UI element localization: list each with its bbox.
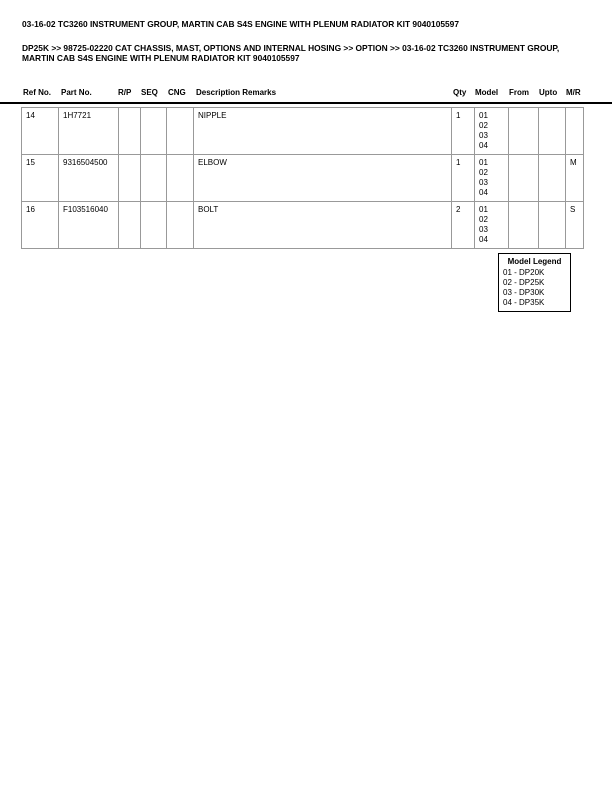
cell-cng: [166, 107, 194, 155]
col-rp: R/P: [118, 88, 132, 97]
cell-seq: [140, 201, 167, 249]
cell-from: [508, 154, 539, 202]
cell-desc: BOLT: [193, 201, 452, 249]
cell-qty: 1: [451, 107, 475, 155]
col-seq: SEQ: [141, 88, 158, 97]
cell-upto: [538, 201, 566, 249]
cell-desc: NIPPLE: [193, 107, 452, 155]
cell-part: 9316504500: [58, 154, 119, 202]
page-title: 03-16-02 TC3260 INSTRUMENT GROUP, MARTIN…: [22, 19, 459, 29]
model-code: 04: [479, 235, 488, 244]
legend-item: 03 - DP30K: [503, 288, 545, 297]
cell-mr: M: [565, 154, 584, 202]
col-mr: M/R: [566, 88, 581, 97]
cell-seq: [140, 154, 167, 202]
legend-title: Model Legend: [507, 257, 562, 266]
cell-upto: [538, 154, 566, 202]
legend-item: 01 - DP20K: [503, 268, 545, 277]
table-row: 15 9316504500 ELBOW 1 01 02 03 04 M: [21, 154, 584, 202]
model-code: 02: [479, 168, 488, 177]
model-code: 03: [479, 131, 488, 140]
cell-from: [508, 201, 539, 249]
model-code: 01: [479, 205, 488, 214]
cell-rp: [118, 154, 141, 202]
cell-models: 01 02 03 04: [474, 201, 509, 249]
cell-cng: [166, 154, 194, 202]
cell-ref: 16: [21, 201, 59, 249]
breadcrumb: DP25K >> 98725-02220 CAT CHASSIS, MAST, …: [22, 43, 560, 63]
cell-desc: ELBOW: [193, 154, 452, 202]
cell-ref: 15: [21, 154, 59, 202]
cell-rp: [118, 201, 141, 249]
cell-mr: [565, 107, 584, 155]
model-code: 03: [479, 225, 488, 234]
cell-seq: [140, 107, 167, 155]
col-part: Part No.: [61, 88, 92, 97]
col-cng: CNG: [168, 88, 186, 97]
legend-item: 02 - DP25K: [503, 278, 545, 287]
table-row: 14 1H7721 NIPPLE 1 01 02 03 04: [21, 107, 584, 155]
model-legend: Model Legend 01 - DP20K 02 - DP25K 03 - …: [498, 253, 571, 312]
header-divider: [0, 102, 612, 104]
col-qty: Qty: [453, 88, 467, 97]
model-code: 01: [479, 158, 488, 167]
model-code: 01: [479, 111, 488, 120]
cell-cng: [166, 201, 194, 249]
cell-mr: S: [565, 201, 584, 249]
parts-table: 14 1H7721 NIPPLE 1 01 02 03 04 15 9316504500 ELBOW…: [21, 107, 584, 249]
model-code: 03: [479, 178, 488, 187]
cell-part: F103516040: [58, 201, 119, 249]
model-code: 02: [479, 121, 488, 130]
cell-models: 01 02 03 04: [474, 107, 509, 155]
col-from: From: [509, 88, 529, 97]
col-model: Model: [475, 88, 499, 97]
table-row: 16 F103516040 BOLT 2 01 02 03 04 S: [21, 201, 584, 249]
cell-rp: [118, 107, 141, 155]
cell-qty: 1: [451, 154, 475, 202]
col-desc: Description Remarks: [196, 88, 277, 97]
cell-from: [508, 107, 539, 155]
model-code: 02: [479, 215, 488, 224]
cell-upto: [538, 107, 566, 155]
model-code: 04: [479, 141, 488, 150]
cell-part: 1H7721: [58, 107, 119, 155]
col-ref: Ref No.: [23, 88, 51, 97]
cell-ref: 14: [21, 107, 59, 155]
cell-models: 01 02 03 04: [474, 154, 509, 202]
model-code: 04: [479, 188, 488, 197]
col-upto: Upto: [539, 88, 558, 97]
cell-qty: 2: [451, 201, 475, 249]
legend-item: 04 - DP35K: [503, 298, 545, 307]
